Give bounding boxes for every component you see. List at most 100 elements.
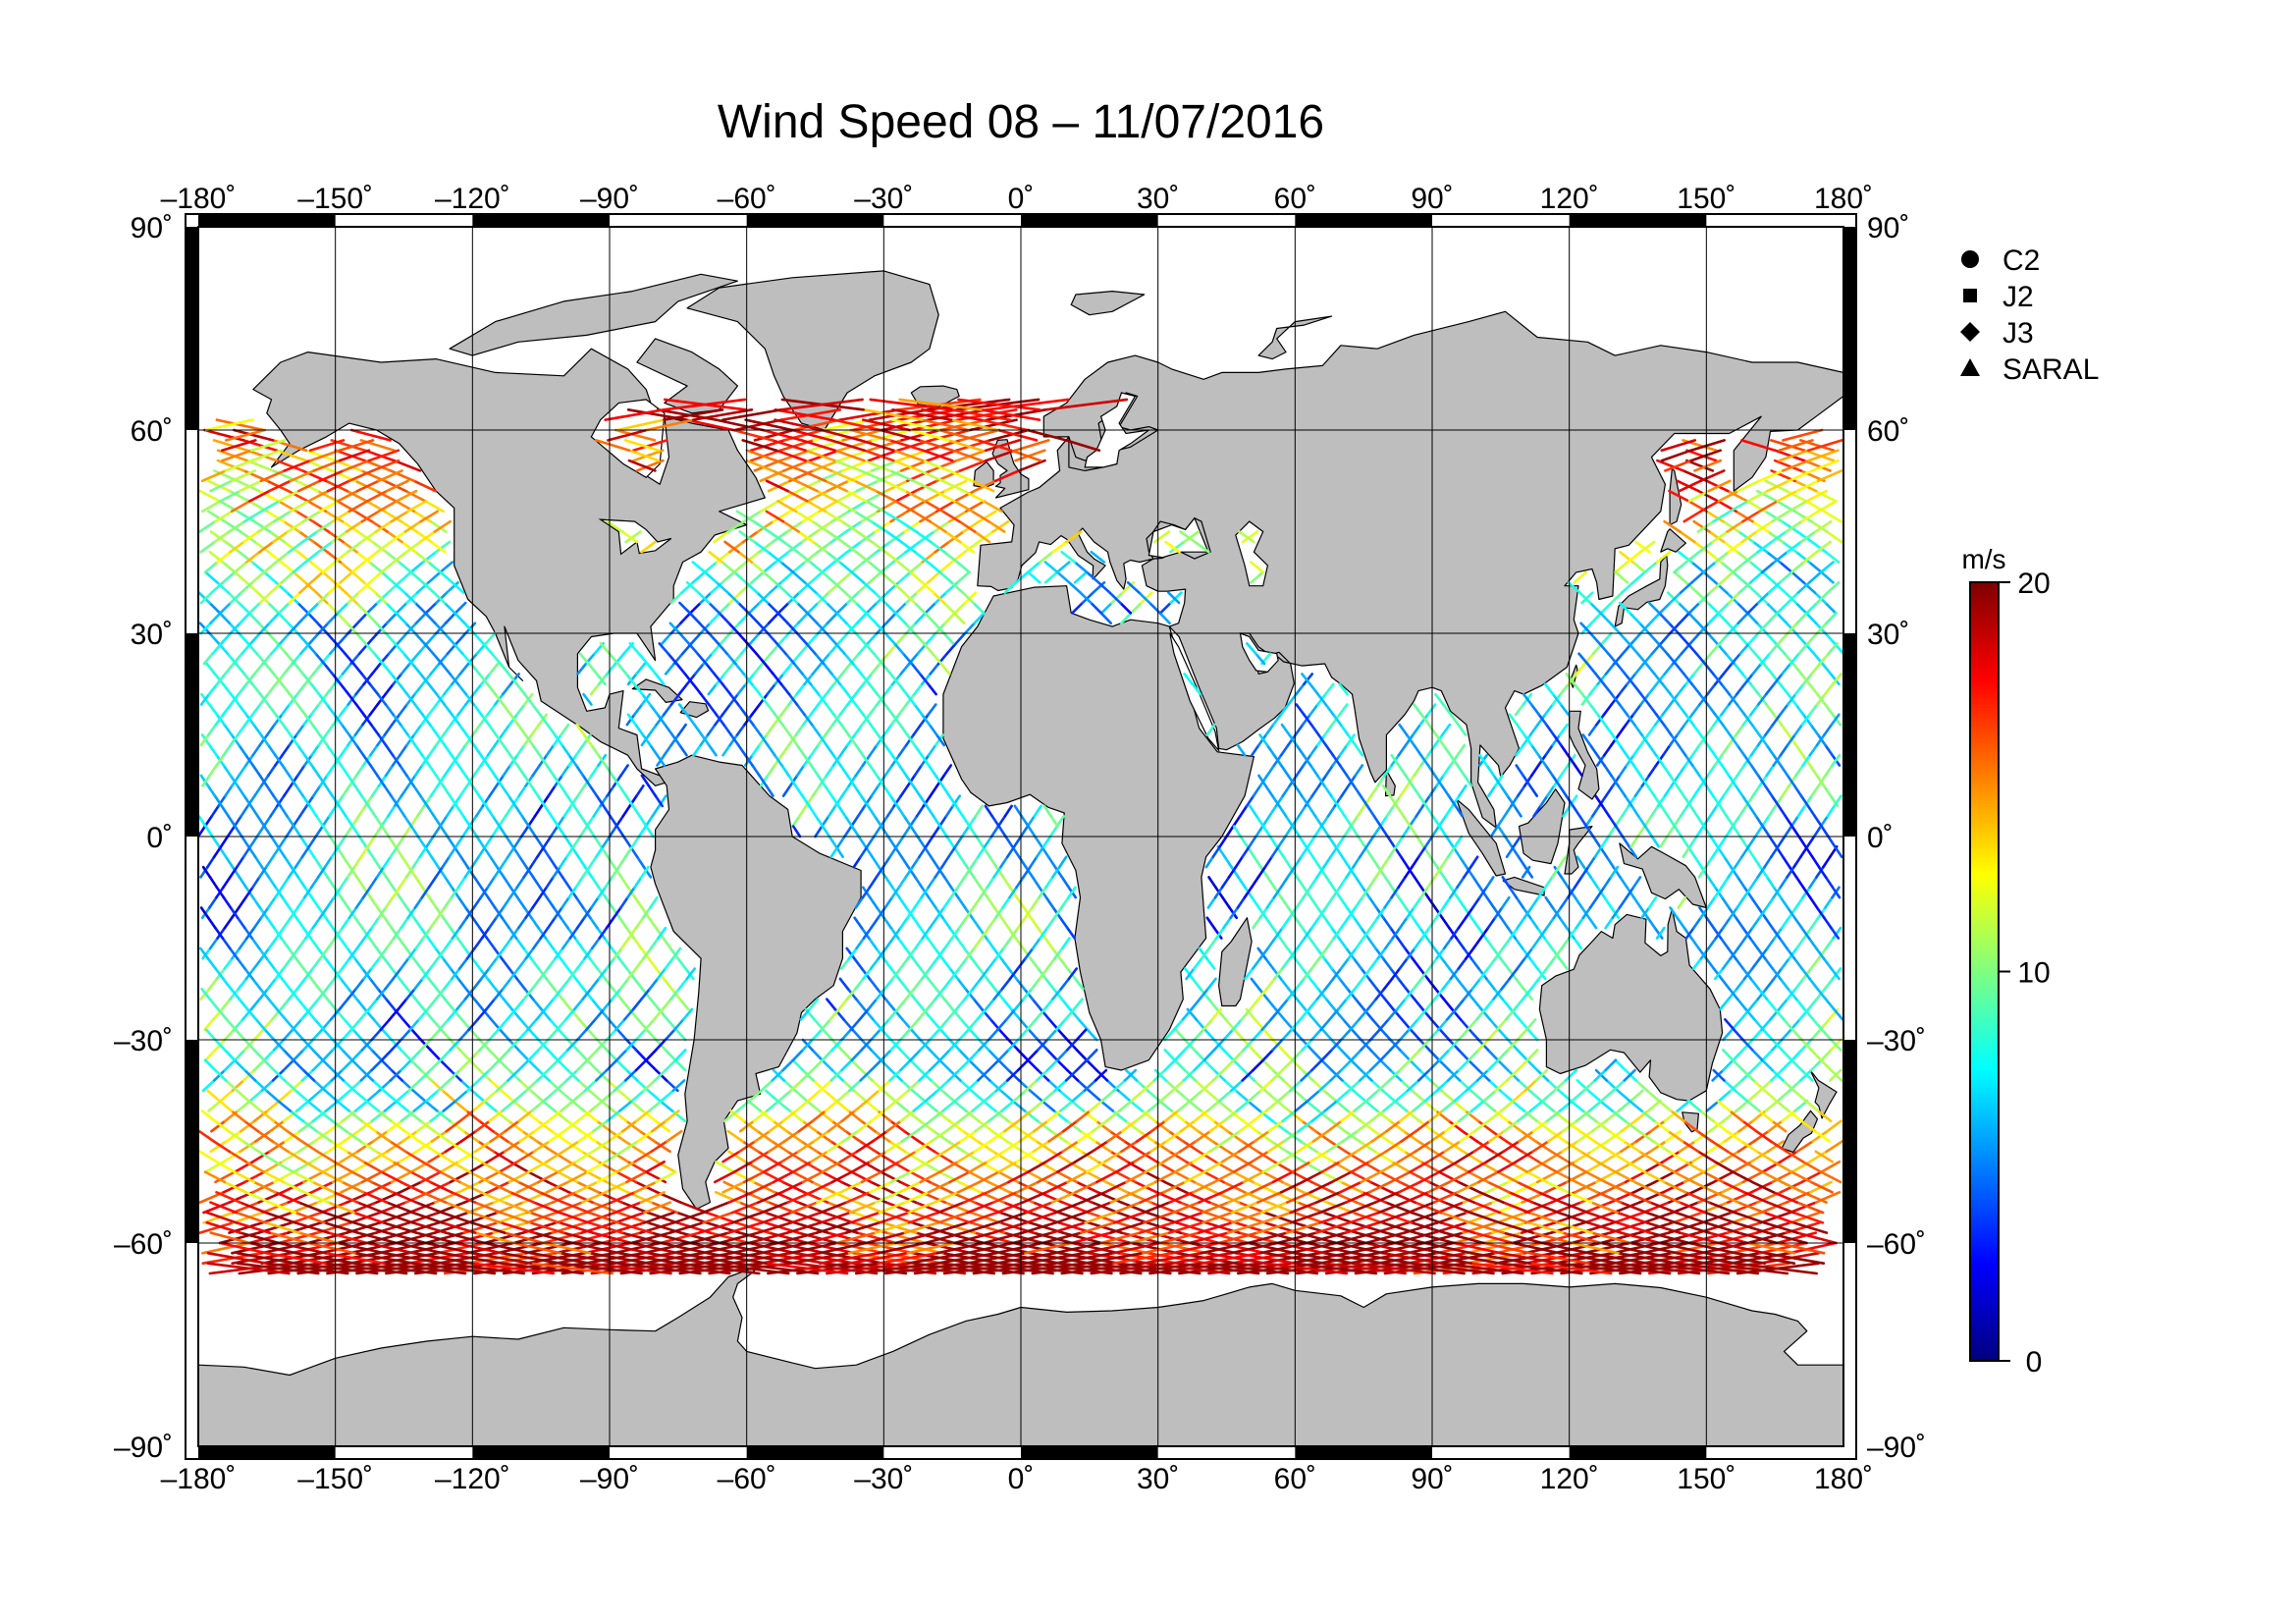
track-segment [274,753,285,767]
track-segment [339,682,350,696]
track-segment [1119,1201,1148,1215]
track-segment [808,449,841,462]
track-segment [1802,449,1836,462]
track-segment [779,570,794,584]
track-segment [1436,1201,1466,1215]
track-segment [375,489,398,503]
track-segment [198,489,222,503]
persian-gulf [1239,632,1279,673]
track-segment [356,530,374,544]
track-segment [353,916,364,930]
track-segment [626,886,636,899]
track-segment [344,825,353,839]
track-segment [396,631,408,645]
track-segment [495,774,506,787]
track-segment [250,561,266,574]
track-segment [851,1028,864,1042]
track-segment [314,825,324,839]
track-segment [597,753,608,767]
track-segment [392,580,406,594]
track-segment [953,489,976,503]
track-segment [295,895,306,909]
track-segment [624,1119,642,1133]
track-segment [412,784,422,797]
track-segment [595,673,607,686]
track-segment [838,570,853,584]
track-segment [588,1089,603,1103]
track-segment [785,1150,806,1163]
track-segment [492,1150,512,1163]
track-segment [406,733,417,747]
track-segment [1718,1089,1733,1103]
track-segment [376,692,388,706]
track-segment [449,1038,461,1052]
track-segment [450,753,460,767]
track-segment [286,814,295,828]
track-segment [391,753,401,767]
track-segment [911,1089,927,1103]
track-segment [249,804,259,818]
track-segment [310,764,321,778]
track-segment [311,1058,325,1072]
track-segment [292,570,307,584]
track-segment [485,998,497,1011]
track-segment [968,418,1018,432]
track-segment [1673,570,1688,584]
track-segment [929,459,959,472]
track-segment [242,673,254,686]
track-segment [380,1049,394,1061]
track-segment [421,673,433,686]
track-segment [281,1150,300,1163]
track-segment [678,1201,709,1215]
track-segment [395,611,407,625]
track-segment [237,703,248,717]
track-segment [501,1099,516,1112]
track-segment [851,418,901,432]
track-segment [439,1058,453,1072]
track-segment [455,998,467,1011]
track-segment [463,774,474,787]
track-segment [1795,1140,1814,1154]
track-segment [1120,1231,1162,1245]
track-segment [390,673,401,686]
track-segment [317,692,329,706]
track-segment [840,662,852,676]
track-segment [413,631,426,645]
track-segment [216,580,230,594]
track-segment [567,753,578,767]
track-segment [451,967,461,981]
track-segment [479,967,491,981]
track-segment [583,865,594,879]
track-segment [476,1007,488,1021]
track-segment [884,611,898,625]
track-segment [233,814,242,828]
track-segment [645,1028,658,1042]
track-segment [1737,1119,1754,1133]
track-segment [596,926,607,940]
track-segment [341,956,351,970]
track-segment [386,580,400,594]
track-segment [350,814,360,828]
track-segment [385,998,397,1011]
track-segment [887,1140,907,1154]
track-segment [220,804,230,818]
track-segment [844,519,864,533]
track-segment [342,1129,360,1143]
track-segment [733,418,783,432]
track-segment [338,998,349,1011]
track-segment [297,1119,315,1133]
track-segment [404,865,415,879]
track-segment [752,662,764,676]
track-segment [371,1129,390,1143]
track-segment [385,937,396,950]
track-segment [379,1018,392,1031]
track-segment [622,835,632,848]
track-segment [1706,601,1720,615]
track-segment [251,743,262,757]
track-segment [631,439,668,453]
track-segment [536,1068,550,1082]
track-segment [477,794,488,808]
track-segment [202,1201,232,1215]
track-segment [373,591,388,605]
track-segment [295,764,306,778]
